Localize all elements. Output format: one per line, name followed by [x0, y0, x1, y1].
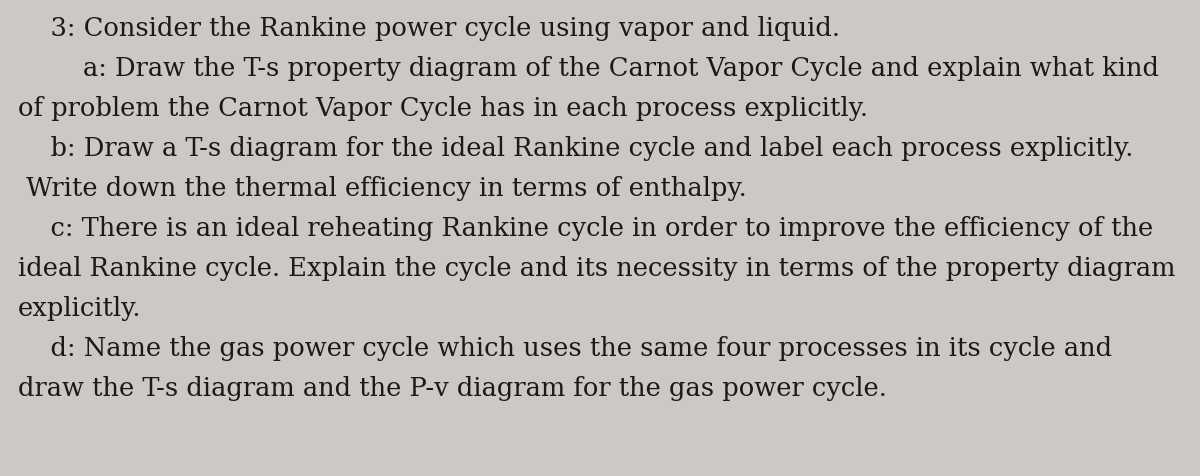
Text: 3: Consider the Rankine power cycle using vapor and liquid.
        a: Draw the : 3: Consider the Rankine power cycle usin…	[18, 17, 1175, 401]
